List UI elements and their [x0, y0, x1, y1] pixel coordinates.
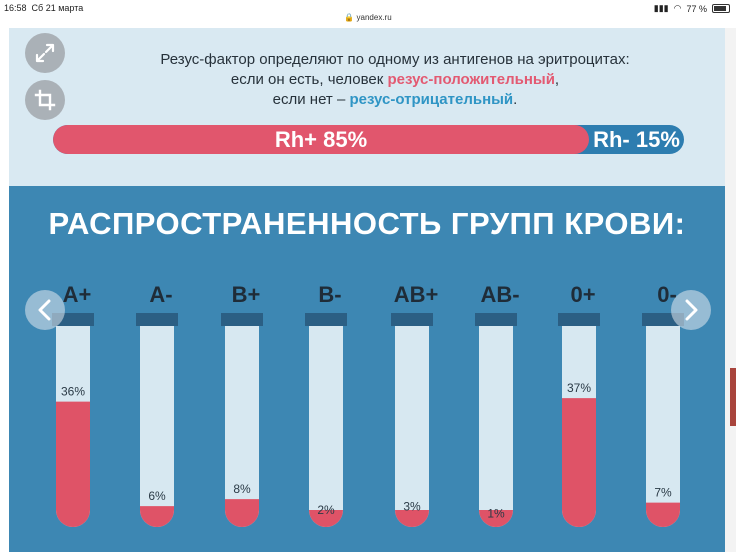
signal-icon: ▮▮▮ — [653, 3, 669, 13]
blood-fill-AB- — [479, 510, 513, 527]
rhesus-info-panel — [9, 28, 725, 186]
category-label-0+: 0+ — [570, 282, 595, 307]
rh-proportion-bar: Rh+ 85% Rh- 15% — [53, 125, 684, 154]
tube-cap-B- — [305, 313, 347, 326]
battery-percent: 77 % — [686, 3, 707, 14]
value-label-B+: 8% — [233, 482, 251, 496]
value-label-A-: 6% — [148, 489, 166, 503]
address-url: yandex.ru — [356, 13, 392, 22]
value-label-A+: 36% — [61, 385, 85, 399]
chevron-right-icon — [685, 299, 698, 321]
expand-button[interactable] — [25, 33, 65, 73]
battery-icon — [712, 4, 730, 13]
rh-positive-label: Rh+ 85% — [274, 126, 368, 152]
rh-negative-label: Rh- 15% — [593, 126, 680, 152]
intro-line-3-text: если нет – — [272, 91, 350, 108]
tube-AB+ — [395, 322, 429, 527]
value-label-0-: 7% — [654, 486, 672, 500]
address-bar[interactable]: 🔒 yandex.ru — [344, 13, 392, 22]
intro-line-2-text: если он есть, человек — [230, 71, 388, 88]
next-image-peek[interactable] — [730, 368, 736, 426]
category-label-AB-: AB- — [480, 282, 519, 307]
value-label-AB+: 3% — [403, 500, 421, 514]
crop-button[interactable] — [25, 80, 65, 120]
blood-fill-0+ — [562, 398, 596, 527]
tube-AB- — [479, 322, 513, 527]
value-label-0+: 37% — [567, 381, 591, 395]
blood-fill-A- — [140, 506, 174, 527]
value-label-B-: 2% — [317, 503, 335, 517]
rh-positive-segment: Rh+ 85% — [53, 125, 589, 154]
blood-fill-AB+ — [395, 510, 429, 527]
blood-fill-A+ — [56, 401, 90, 527]
tube-cap-0+ — [558, 313, 600, 326]
wifi-icon: ◠ — [673, 3, 682, 13]
intro-line-2-end: , — [554, 71, 560, 88]
chevron-left-icon — [38, 299, 51, 321]
category-label-A-: A- — [149, 282, 172, 307]
intro-line-2: если он есть, человек резус-положительны… — [100, 70, 690, 90]
category-label-AB+: AB+ — [394, 282, 439, 307]
expand-icon — [35, 43, 55, 63]
tube-cap-B+ — [221, 313, 263, 326]
value-label-AB-: 1% — [487, 507, 505, 521]
rh-negative-segment: Rh- 15% — [589, 125, 684, 154]
tube-cap-AB- — [475, 313, 517, 326]
next-image-button[interactable] — [671, 290, 711, 330]
intro-line-3: если нет – резус-отрицательный. — [100, 90, 690, 110]
blood-fill-0- — [646, 502, 680, 527]
tube-cap-A- — [136, 313, 178, 326]
status-time: 16:58 — [4, 3, 27, 13]
category-label-B+: B+ — [232, 282, 261, 307]
tube-A- — [140, 322, 174, 527]
blood-group-panel — [9, 186, 725, 552]
status-date: Сб 21 марта — [31, 3, 84, 13]
category-label-B-: B- — [318, 282, 341, 307]
blood-fill-B+ — [225, 499, 259, 527]
tube-cap-AB+ — [391, 313, 433, 326]
prev-image-button[interactable] — [25, 290, 65, 330]
category-label-A+: A+ — [63, 282, 92, 307]
rhesus-description: Резус-фактор определяют по одному из ант… — [100, 50, 690, 110]
status-bar: 16:58 Сб 21 марта 🔒 yandex.ru ▮▮▮ ◠ 77 % — [0, 0, 736, 28]
next-image-edge — [725, 28, 736, 552]
tube-B- — [309, 322, 343, 527]
status-right: ▮▮▮ ◠ 77 % — [654, 3, 730, 14]
intro-line-1: Резус-фактор определяют по одному из ант… — [160, 51, 630, 68]
tube-B+ — [225, 322, 259, 527]
chart-title: РАСПРОСТРАНЕННОСТЬ ГРУПП КРОВИ: — [48, 206, 686, 241]
rh-positive-term: резус-положительный — [387, 71, 555, 88]
rh-negative-term: резус-отрицательный — [349, 91, 514, 108]
status-time-date: 16:58 Сб 21 марта — [4, 3, 83, 13]
tube-0- — [646, 322, 680, 527]
blood-fill-B- — [309, 510, 343, 527]
intro-line-3-end: . — [513, 91, 518, 108]
crop-icon — [34, 89, 56, 111]
